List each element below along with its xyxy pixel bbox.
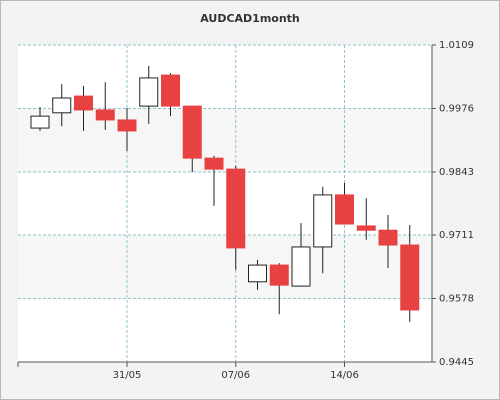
candle-body: [313, 194, 333, 248]
candle-body: [226, 168, 246, 249]
y-tick-label: 0.9445: [439, 357, 474, 368]
plot-layer: 0.9445 0.9578 0.9711 0.9843 0.9976 1.0109 31/0…: [17, 40, 474, 381]
candle-body: [335, 194, 354, 225]
candle-body: [356, 225, 376, 231]
band: [18, 298, 432, 362]
candle-body: [52, 97, 72, 114]
candle-body: [291, 246, 311, 287]
y-tick-label: 0.9578: [439, 294, 474, 305]
y-tick-label: 0.9976: [439, 103, 474, 114]
x-tick-label: 14/06: [330, 370, 359, 381]
x-tick-label: 07/06: [221, 370, 250, 381]
candle-body: [378, 229, 398, 246]
y-tick-label: 0.9711: [439, 230, 474, 241]
candle-body: [30, 115, 50, 129]
y-tick-label: 1.0109: [439, 40, 474, 51]
candle-body: [269, 264, 289, 286]
y-tick-label: 0.9843: [439, 167, 474, 178]
band: [18, 171, 432, 236]
candle-body: [139, 77, 159, 107]
candle-body: [74, 95, 93, 111]
candle-body: [400, 244, 420, 311]
candle-body: [182, 105, 202, 159]
candle-body: [204, 157, 224, 170]
candle-body: [95, 109, 115, 121]
x-tick-label: 31/05: [113, 370, 142, 381]
chart-title: AUDCAD1month: [200, 12, 300, 25]
candle-body: [248, 264, 267, 283]
candle-body: [161, 74, 180, 107]
candle-body: [117, 119, 137, 132]
